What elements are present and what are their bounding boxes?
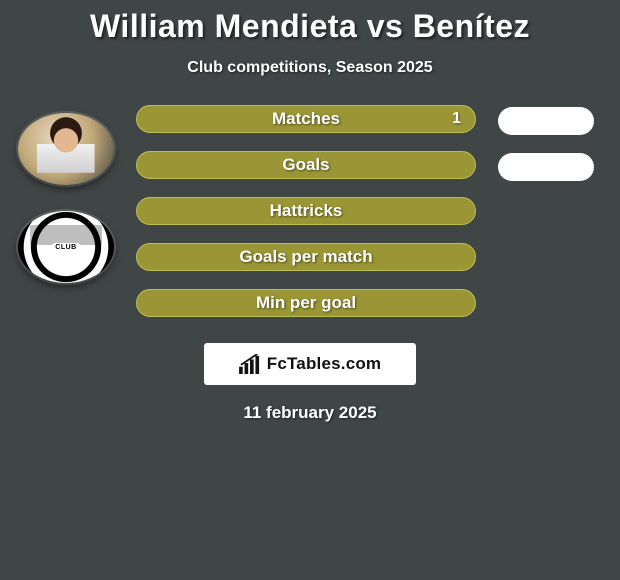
stat-bar-label: Matches — [272, 109, 340, 129]
stat-bars-column: Matches 1 Goals Hattricks Goals per match Min… — [126, 105, 486, 317]
right-pill — [498, 153, 594, 181]
club-logo: CLUB — [18, 211, 114, 283]
right-pill-spacer — [498, 245, 594, 273]
stat-bar: Goals per match — [136, 243, 476, 271]
stat-bar-label: Hattricks — [270, 201, 343, 221]
right-pill-spacer — [498, 291, 594, 319]
stat-bar-label: Goals per match — [239, 247, 372, 267]
fctables-icon — [239, 354, 261, 374]
right-pill — [498, 107, 594, 135]
footer-date: 11 february 2025 — [0, 403, 620, 423]
avatars-column: CLUB — [6, 105, 126, 283]
subtitle: Club competitions, Season 2025 — [0, 59, 620, 77]
stat-bar: Matches 1 — [136, 105, 476, 133]
club-logo-text: CLUB — [51, 243, 80, 252]
stat-bar-label: Min per goal — [256, 293, 356, 313]
page-title: William Mendieta vs Benítez — [0, 8, 620, 45]
right-pill-spacer — [498, 199, 594, 227]
right-pills-column — [486, 105, 606, 319]
player-avatar — [18, 113, 114, 185]
stats-body: CLUB Matches 1 Goals Hattricks Goals per mat… — [0, 105, 620, 319]
player-avatar-art — [18, 113, 114, 185]
stat-bar: Min per goal — [136, 289, 476, 317]
comparison-card: William Mendieta vs Benítez Club competi… — [0, 0, 620, 423]
stat-bar-label: Goals — [282, 155, 329, 175]
stat-bar: Hattricks — [136, 197, 476, 225]
brand-box: FcTables.com — [204, 343, 416, 385]
stat-bar-value: 1 — [452, 110, 461, 128]
stat-bar: Goals — [136, 151, 476, 179]
brand-text: FcTables.com — [267, 354, 382, 374]
